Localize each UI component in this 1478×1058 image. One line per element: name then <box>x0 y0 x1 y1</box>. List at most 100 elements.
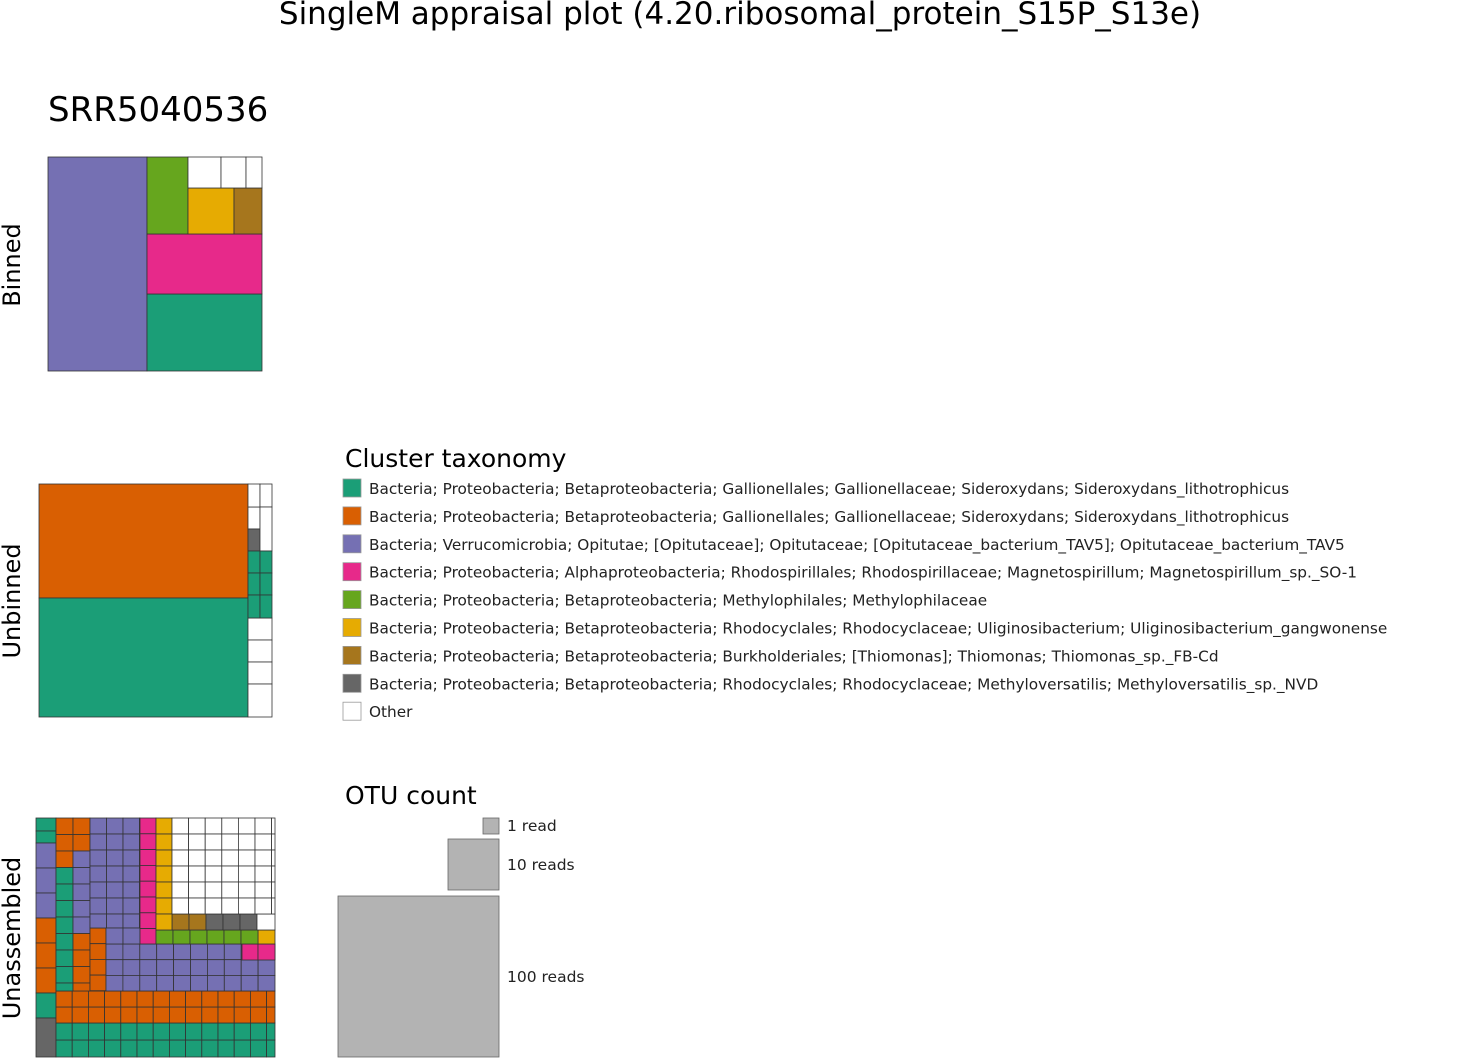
unassembled-otu-cell <box>104 1006 122 1024</box>
unassembled-otu-cell <box>120 1039 138 1058</box>
taxonomy-legend: Bacteria; Proteobacteria; Betaproteobact… <box>342 478 1387 721</box>
otu-size-box <box>447 838 500 891</box>
unassembled-otu-cell <box>139 833 157 850</box>
unassembled-otu-cell <box>221 897 239 915</box>
unassembled-otu-cell <box>254 849 273 867</box>
unassembled-otu-cell <box>89 943 107 960</box>
plot-title: SingleM appraisal plot (4.20.ribosomal_p… <box>279 0 1201 32</box>
unassembled-otu-cell <box>249 1039 267 1058</box>
unassembled-otu-cell <box>171 913 190 931</box>
unassembled-otu-cell <box>122 881 140 899</box>
unassembled-otu-cell <box>35 817 57 832</box>
unbinned-treemap <box>38 483 273 718</box>
unassembled-otu-cell <box>205 913 224 931</box>
sample-title: SRR5040536 <box>48 90 268 130</box>
unassembled-otu-cell <box>72 982 91 992</box>
unassembled-otu-cell <box>89 833 107 851</box>
unassembled-otu-cell <box>237 897 256 915</box>
unassembled-otu-cell <box>188 849 206 867</box>
otu-count-legend: 1 read 10 reads 100 reads <box>337 817 585 1058</box>
otu-size-label: 1 read <box>507 817 557 835</box>
unassembled-otu-cell <box>168 1006 186 1024</box>
unassembled-otu-cell <box>201 1039 219 1058</box>
unassembled-otu-cell <box>271 881 276 899</box>
unassembled-otu-cell <box>266 1039 276 1058</box>
unassembled-otu-cell <box>71 990 89 1008</box>
legend-swatch <box>342 618 362 637</box>
unbinned-otu-cell <box>259 506 273 552</box>
unbinned-otu-cell <box>259 594 273 619</box>
unassembled-otu-cell <box>233 1006 251 1024</box>
unassembled-otu-cell <box>201 1022 219 1041</box>
unbinned-otu-cell <box>259 572 273 596</box>
unassembled-otu-cell <box>55 834 74 852</box>
legend-title: Cluster taxonomy <box>345 444 567 473</box>
binned-panel-label: Binned <box>0 223 26 307</box>
unassembled-otu-cell <box>233 990 251 1008</box>
unassembled-otu-cell <box>89 974 107 992</box>
legend-label: Bacteria; Proteobacteria; Betaproteobact… <box>369 592 987 610</box>
unassembled-otu-cell <box>122 833 140 851</box>
legend-label: Bacteria; Proteobacteria; Alphaproteobac… <box>369 564 1357 583</box>
unassembled-otu-cell <box>55 817 74 835</box>
unassembled-otu-cell <box>71 1039 89 1058</box>
unassembled-otu-cell <box>88 1039 106 1058</box>
unassembled-otu-cell <box>168 1022 186 1041</box>
unassembled-otu-cell <box>55 883 74 901</box>
unassembled-otu-cell <box>257 959 276 976</box>
legend-swatch <box>342 590 362 609</box>
unassembled-otu-cell <box>257 943 276 961</box>
unassembled-otu-cell <box>266 1006 276 1024</box>
unassembled-otu-cell <box>249 1022 267 1041</box>
binned-otu-cell <box>146 233 263 295</box>
binned-otu-cell <box>245 156 263 189</box>
unassembled-otu-cell <box>72 850 91 868</box>
unassembled-otu-cell <box>217 1006 235 1024</box>
unassembled-otu-cell <box>240 959 259 976</box>
unassembled-otu-cell <box>89 959 107 976</box>
unassembled-otu-cell <box>104 990 122 1008</box>
unassembled-otu-cell <box>188 833 206 851</box>
unassembled-panel-label: Unassembled <box>0 857 26 1020</box>
unassembled-otu-cell <box>217 990 235 1008</box>
unassembled-otu-cell <box>206 929 225 945</box>
unassembled-otu-cell <box>106 833 124 851</box>
unassembled-otu-cell <box>72 966 91 984</box>
unassembled-otu-cell <box>156 959 174 976</box>
unbinned-otu-cell <box>259 483 273 508</box>
unassembled-otu-cell <box>206 975 225 992</box>
unassembled-otu-cell <box>155 913 173 931</box>
legend-swatch <box>342 646 362 665</box>
unassembled-otu-cell <box>122 897 140 915</box>
unassembled-otu-cell <box>168 990 186 1008</box>
unassembled-otu-cell <box>201 990 219 1008</box>
unassembled-otu-cell <box>136 1039 154 1058</box>
unassembled-otu-cell <box>122 913 140 929</box>
unassembled-otu-cell <box>122 943 141 961</box>
unassembled-otu-cell <box>233 1022 251 1041</box>
unassembled-otu-cell <box>89 817 107 835</box>
unassembled-otu-cell <box>35 867 57 894</box>
unassembled-otu-cell <box>72 867 91 885</box>
unassembled-otu-cell <box>72 883 91 901</box>
binned-otu-cell <box>187 187 235 235</box>
unassembled-otu-cell <box>185 1039 203 1058</box>
otu-size-label: 100 reads <box>507 968 585 986</box>
unbinned-otu-cell <box>247 528 261 552</box>
binned-otu-cell <box>220 156 247 189</box>
unassembled-otu-cell <box>168 1039 186 1058</box>
unassembled-otu-cell <box>237 849 256 867</box>
unassembled-otu-cell <box>171 865 190 883</box>
unassembled-otu-cell <box>240 929 259 945</box>
unassembled-otu-cell <box>55 916 74 934</box>
unassembled-otu-cell <box>139 959 158 976</box>
legend-label: Bacteria; Proteobacteria; Betaproteobact… <box>369 647 1219 666</box>
unassembled-otu-cell <box>106 913 124 929</box>
unassembled-otu-cell <box>55 990 73 1008</box>
unassembled-otu-cell <box>35 917 57 944</box>
unassembled-otu-cell <box>155 849 173 867</box>
unbinned-otu-cell <box>38 483 249 599</box>
unassembled-otu-cell <box>249 990 267 1008</box>
unassembled-otu-cell <box>139 880 157 898</box>
